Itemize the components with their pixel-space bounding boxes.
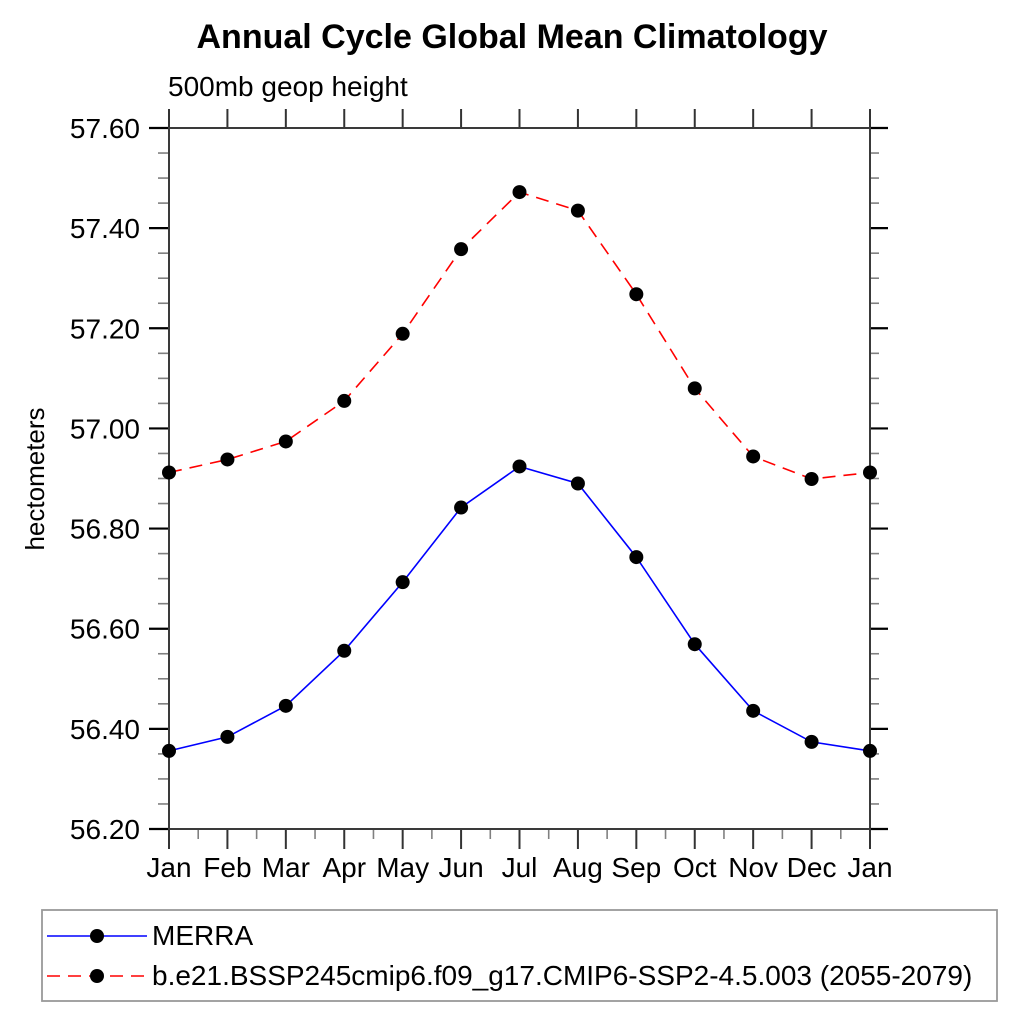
x-tick-label: Sep [611, 852, 661, 883]
merra-marker [162, 743, 176, 758]
y-axis-label: hectometers [20, 407, 50, 550]
x-tick-label: Feb [203, 852, 251, 883]
model-marker [629, 287, 644, 302]
model-marker [687, 381, 702, 396]
x-tick-label: Dec [787, 852, 837, 883]
x-tick-labels: Jan Feb Mar Apr May Jun Jul Aug Sep Oct Nov Dec Jan [146, 852, 892, 883]
merra-marker [629, 550, 644, 565]
model-marker [512, 185, 527, 200]
plot-border [168, 127, 871, 830]
model-line [168, 191, 871, 480]
y-tick-label: 57.40 [70, 213, 140, 244]
x-tick-label: May [376, 852, 429, 883]
merra-marker [863, 743, 877, 758]
x-tick-label: Jul [502, 852, 538, 883]
data-series [162, 185, 877, 758]
chart-title: Annual Cycle Global Mean Climatology [197, 18, 828, 56]
model-marker [746, 449, 761, 464]
model-marker [278, 434, 293, 449]
x-tick-label: Mar [262, 852, 310, 883]
legend-label: MERRA [152, 920, 253, 951]
merra-marker [454, 500, 469, 515]
merra-marker [804, 734, 819, 749]
legend-marker [90, 969, 104, 983]
legend-marker [90, 929, 104, 943]
merra-marker [220, 729, 235, 744]
model-marker [454, 242, 469, 257]
x-tick-label: Oct [673, 852, 717, 883]
x-tick-label: Aug [553, 852, 603, 883]
merra-marker [570, 476, 585, 491]
merra-marker [278, 698, 293, 713]
model-marker [395, 326, 410, 341]
merra-marker [512, 459, 527, 474]
model-marker [220, 452, 235, 467]
y-tick-label: 57.00 [70, 413, 140, 444]
x-tick-label: Jan [847, 852, 892, 883]
model-marker [162, 465, 176, 480]
plot-frame [168, 127, 871, 830]
y-tick-label: 56.40 [70, 714, 140, 745]
y-tick-label: 57.60 [70, 113, 140, 144]
merra-line [168, 465, 871, 752]
merra-marker [687, 637, 702, 652]
merra-marker [395, 575, 410, 590]
model-marker [570, 203, 585, 218]
y-tick-labels: 56.20 56.40 56.60 56.80 57.00 57.20 57.40 57.60 [70, 113, 140, 845]
merra-marker [337, 643, 352, 658]
y-tick-label: 57.20 [70, 313, 140, 344]
legend-label: b.e21.BSSP245cmip6.f09_g17.CMIP6-SSP2-4.… [152, 960, 972, 991]
merra-marker [746, 703, 761, 718]
y-tick-label: 56.60 [70, 614, 140, 645]
y-tick-label: 56.20 [70, 814, 140, 845]
model-marker [337, 393, 352, 408]
model-marker [804, 472, 819, 487]
x-tick-label: Jun [439, 852, 484, 883]
legend: MERRA b.e21.BSSP245cmip6.f09_g17.CMIP6-SS… [41, 909, 998, 1002]
x-tick-label: Jan [146, 852, 191, 883]
axis-ticks [149, 109, 888, 849]
x-tick-label: Apr [322, 852, 366, 883]
x-tick-label: Nov [728, 852, 778, 883]
chart-subtitle: 500mb geop height [168, 71, 408, 102]
y-tick-label: 56.80 [70, 514, 140, 545]
model-marker [863, 465, 877, 480]
legend-box [41, 909, 998, 1002]
